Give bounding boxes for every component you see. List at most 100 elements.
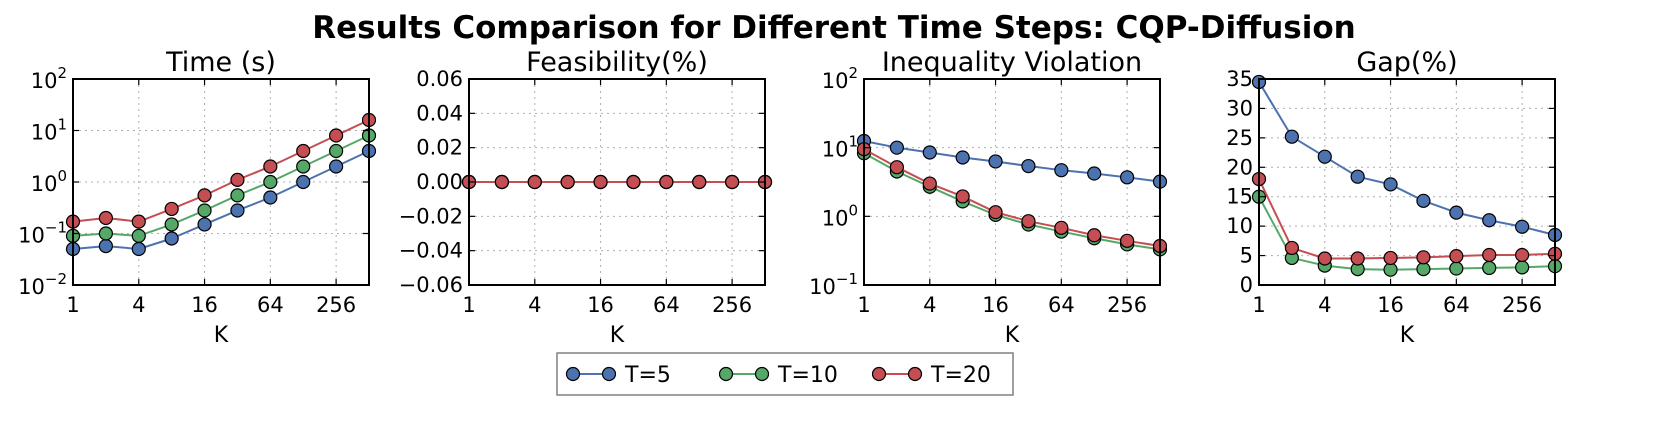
data-point bbox=[98, 238, 113, 254]
y-tick-exponent: 1 bbox=[848, 133, 858, 151]
data-point bbox=[1350, 169, 1365, 184]
figure-title: Results Comparison for Different Time St… bbox=[312, 10, 1355, 46]
x-tick-label: 4 bbox=[1318, 293, 1331, 317]
chart-panel-2: 1 4 16 64 256 −0.06 −0.04 −0.02 0.00 0.02 0.04 0.06… bbox=[399, 47, 773, 348]
series-line-t10 bbox=[72, 134, 370, 237]
x-axis-label: K bbox=[214, 323, 229, 348]
y-tick-label: 100 bbox=[822, 201, 858, 230]
data-point bbox=[659, 174, 674, 190]
x-axis-label: K bbox=[1005, 323, 1020, 348]
y-tick-label: 10−1 bbox=[18, 219, 67, 248]
series-line-t20 bbox=[72, 119, 370, 223]
data-point bbox=[1120, 233, 1135, 248]
data-point bbox=[263, 190, 278, 205]
data-point bbox=[164, 217, 179, 232]
series-line-t5 bbox=[1258, 81, 1556, 236]
data-point bbox=[1021, 214, 1036, 229]
y-tick-label: 102 bbox=[822, 64, 858, 93]
x-axis-label: K bbox=[610, 323, 625, 348]
x-tick-label: 256 bbox=[1502, 293, 1542, 317]
x-tick-label: 1 bbox=[1252, 293, 1265, 317]
y-tick-label: 0 bbox=[1240, 273, 1253, 297]
y-tick-base: 10 bbox=[822, 69, 849, 93]
data-point bbox=[1482, 247, 1497, 263]
y-tick-label: 5 bbox=[1240, 244, 1253, 268]
y-tick-label: 0.02 bbox=[416, 136, 463, 160]
data-point bbox=[692, 174, 707, 190]
data-point bbox=[164, 231, 179, 246]
series-line-t10 bbox=[1258, 196, 1556, 271]
data-point bbox=[1416, 250, 1431, 265]
data-point bbox=[263, 174, 278, 190]
legend-marker bbox=[871, 366, 887, 382]
y-tick-base: 10 bbox=[809, 275, 836, 299]
data-point bbox=[626, 174, 641, 190]
data-point bbox=[889, 160, 904, 175]
x-tick-label: 256 bbox=[1107, 293, 1147, 317]
x-tick-label: 16 bbox=[982, 293, 1009, 317]
y-tick-label: 0.04 bbox=[416, 101, 463, 125]
data-point bbox=[164, 201, 179, 217]
legend-entry-t20: T=20 bbox=[871, 363, 991, 388]
data-point bbox=[988, 205, 1003, 220]
y-tick-base: 10 bbox=[18, 224, 45, 248]
data-point bbox=[988, 154, 1003, 169]
y-tick-label: 30 bbox=[1226, 96, 1253, 120]
data-point bbox=[725, 174, 740, 190]
panel-title: Time (s) bbox=[165, 47, 276, 78]
y-tick-exponent: 0 bbox=[848, 201, 858, 219]
y-tick-label: 10−2 bbox=[18, 270, 67, 299]
y-tick-exponent: −1 bbox=[836, 270, 858, 288]
data-point bbox=[1515, 260, 1530, 275]
legend-label: T=10 bbox=[777, 363, 838, 388]
data-point bbox=[560, 174, 575, 190]
data-point bbox=[230, 172, 245, 187]
legend-marker bbox=[565, 366, 581, 382]
data-point bbox=[1021, 158, 1036, 174]
series-line-t5 bbox=[863, 140, 1161, 183]
data-point bbox=[197, 188, 212, 203]
data-point bbox=[1416, 262, 1431, 277]
x-tick-label: 64 bbox=[257, 293, 284, 317]
data-point bbox=[1449, 261, 1464, 276]
x-tick-label: 4 bbox=[132, 293, 145, 317]
data-point bbox=[98, 210, 113, 226]
data-point bbox=[329, 159, 344, 174]
x-tick-label: 64 bbox=[653, 293, 680, 317]
x-tick-label: 1 bbox=[857, 293, 870, 317]
data-point bbox=[1482, 213, 1497, 228]
data-point bbox=[527, 174, 542, 190]
legend-label: T=20 bbox=[930, 363, 991, 388]
data-point bbox=[1284, 240, 1299, 256]
x-tick-label: 256 bbox=[316, 293, 356, 317]
y-tick-exponent: −1 bbox=[45, 219, 67, 237]
x-tick-label: 1 bbox=[462, 293, 475, 317]
x-tick-label: 4 bbox=[923, 293, 936, 317]
legend-entry-t10: T=10 bbox=[718, 363, 838, 388]
panel-title: Inequality Violation bbox=[882, 47, 1142, 78]
data-point bbox=[329, 143, 344, 159]
data-point bbox=[1054, 220, 1069, 235]
panel-title: Gap(%) bbox=[1356, 47, 1457, 78]
data-point bbox=[1120, 170, 1135, 185]
y-tick-label: 15 bbox=[1226, 185, 1253, 209]
y-tick-exponent: 2 bbox=[848, 64, 858, 82]
x-tick-label: 16 bbox=[1377, 293, 1404, 317]
data-point bbox=[955, 189, 970, 204]
y-tick-label: 102 bbox=[31, 64, 67, 93]
data-point bbox=[1054, 163, 1069, 178]
x-tick-label: 64 bbox=[1048, 293, 1075, 317]
series-line-t5 bbox=[72, 150, 370, 250]
x-tick-label: 4 bbox=[528, 293, 541, 317]
x-tick-label: 256 bbox=[712, 293, 752, 317]
data-point bbox=[1383, 250, 1398, 266]
data-point bbox=[131, 241, 146, 257]
data-point bbox=[197, 203, 212, 218]
data-point bbox=[1317, 149, 1332, 164]
data-point bbox=[1515, 219, 1530, 234]
data-point bbox=[1416, 193, 1431, 208]
x-tick-label: 16 bbox=[587, 293, 614, 317]
data-point bbox=[1449, 249, 1464, 264]
data-point bbox=[131, 214, 146, 229]
